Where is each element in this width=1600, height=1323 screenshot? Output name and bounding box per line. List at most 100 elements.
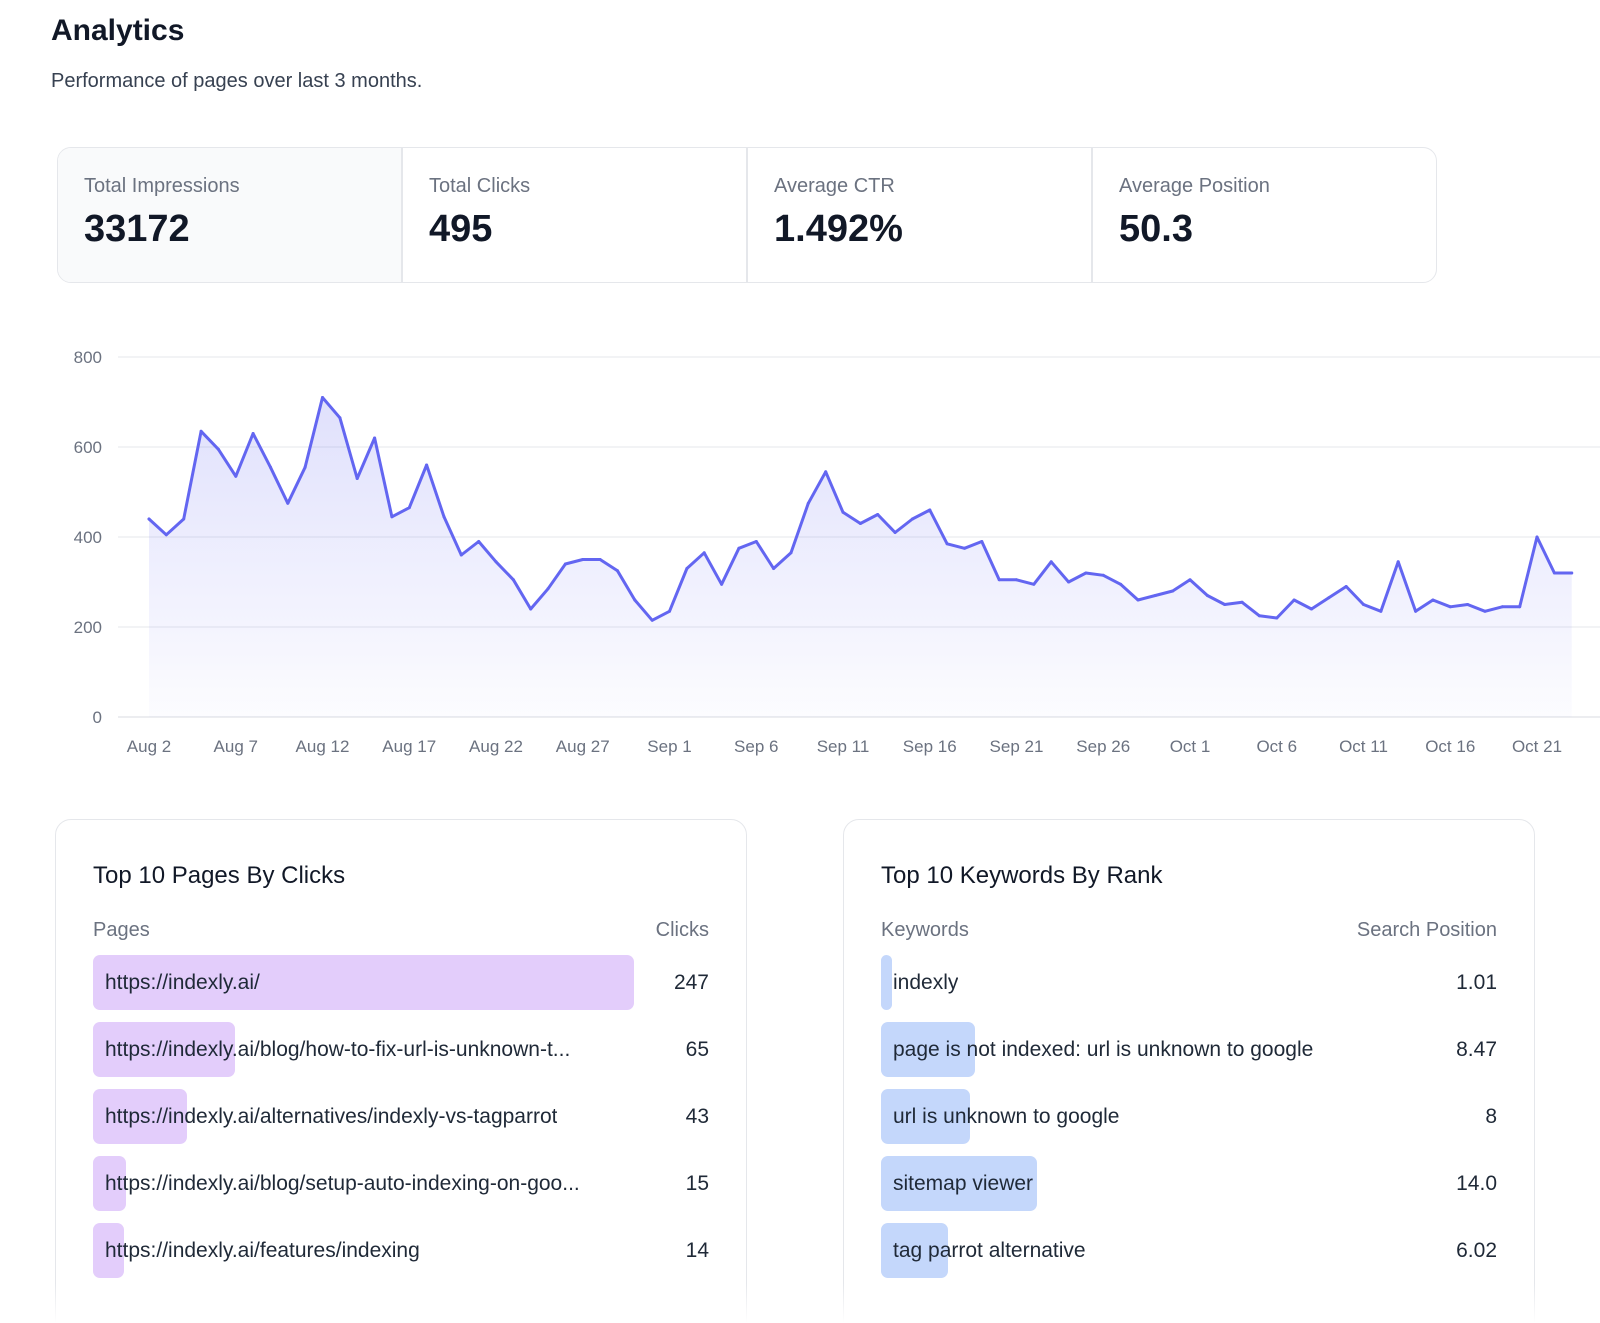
data-point[interactable] (1292, 598, 1296, 602)
data-point[interactable] (563, 562, 567, 566)
data-point[interactable] (1015, 578, 1018, 582)
data-point[interactable] (494, 560, 498, 564)
data-point[interactable] (1396, 560, 1400, 564)
data-point[interactable] (963, 546, 966, 550)
data-point[interactable] (1448, 605, 1452, 609)
data-point[interactable] (425, 463, 429, 467)
list-item[interactable]: sitemap viewer 14.0 (881, 1156, 1497, 1211)
data-point[interactable] (1223, 603, 1227, 606)
data-point[interactable] (1570, 571, 1574, 575)
list-item[interactable]: https://indexly.ai/blog/setup-auto-index… (93, 1156, 709, 1211)
data-point[interactable] (702, 551, 706, 555)
data-point[interactable] (928, 508, 932, 512)
data-point[interactable] (529, 607, 533, 611)
data-point[interactable] (1310, 607, 1313, 611)
data-point[interactable] (1136, 598, 1140, 602)
list-item[interactable]: https://indexly.ai/features/indexing 14 (93, 1223, 709, 1278)
data-point[interactable] (1535, 535, 1539, 539)
data-point[interactable] (633, 598, 637, 602)
list-item[interactable]: https://indexly.ai/247 (93, 955, 709, 1010)
data-point[interactable] (234, 474, 238, 478)
data-point[interactable] (616, 569, 619, 573)
data-point[interactable] (164, 533, 168, 537)
data-point[interactable] (1153, 594, 1157, 597)
data-point[interactable] (1327, 596, 1331, 600)
data-point[interactable] (1171, 589, 1175, 593)
list-item[interactable]: https://indexly.ai/blog/how-to-fix-url-i… (93, 1022, 709, 1077)
data-point[interactable] (581, 558, 585, 561)
data-point[interactable] (269, 465, 272, 469)
kpi-average-position[interactable]: Average Position 50.3 (1093, 148, 1436, 282)
data-point[interactable] (477, 540, 481, 543)
data-point[interactable] (841, 510, 845, 514)
data-point[interactable] (546, 587, 550, 591)
data-point[interactable] (251, 432, 255, 435)
data-point[interactable] (737, 546, 741, 550)
data-point[interactable] (199, 429, 203, 433)
data-point[interactable] (1257, 614, 1261, 618)
data-point[interactable] (1205, 594, 1209, 597)
data-point[interactable] (216, 447, 220, 451)
data-point[interactable] (893, 531, 897, 534)
list-item[interactable]: https://indexly.ai/alternatives/indexly-… (93, 1089, 709, 1144)
data-point[interactable] (338, 416, 342, 420)
data-point[interactable] (1466, 603, 1470, 606)
data-point[interactable] (824, 470, 828, 474)
data-point[interactable] (147, 517, 151, 521)
data-point[interactable] (650, 618, 654, 622)
list-item[interactable]: page is not indexed: url is unknown to g… (881, 1022, 1497, 1077)
data-point[interactable] (373, 436, 377, 440)
data-point[interactable] (876, 513, 880, 516)
kpi-total-impressions[interactable]: Total Impressions 33172 (58, 148, 403, 282)
data-point[interactable] (685, 567, 689, 570)
data-point[interactable] (1084, 571, 1088, 575)
data-point[interactable] (997, 578, 1001, 582)
list-item[interactable]: tag parrot alternative 6.02 (881, 1223, 1497, 1278)
data-point[interactable] (286, 501, 290, 505)
data-point[interactable] (1240, 600, 1244, 604)
data-point[interactable] (1362, 603, 1365, 606)
data-point[interactable] (910, 517, 914, 521)
data-point[interactable] (858, 522, 862, 525)
data-point[interactable] (720, 582, 724, 586)
kpi-total-clicks[interactable]: Total Clicks 495 (403, 148, 748, 282)
data-point[interactable] (945, 542, 949, 546)
impressions-chart[interactable]: 0 200 400 600 800 Aug 2 Aug 7 Aug 12 Aug 17 Aug … (0, 330, 1600, 770)
data-point[interactable] (511, 578, 515, 582)
list-item[interactable]: url is unknown to google 8 (881, 1089, 1497, 1144)
data-point[interactable] (1188, 578, 1192, 582)
data-point[interactable] (668, 609, 671, 613)
data-point[interactable] (1431, 598, 1435, 602)
data-point[interactable] (182, 517, 186, 521)
data-point[interactable] (1275, 616, 1279, 620)
data-point[interactable] (321, 396, 324, 399)
data-point[interactable] (754, 540, 758, 543)
column-headers: Pages Clicks (93, 916, 709, 944)
data-point[interactable] (1049, 560, 1053, 564)
data-point[interactable] (789, 551, 793, 555)
data-point[interactable] (1518, 605, 1522, 609)
data-point[interactable] (1032, 582, 1036, 586)
data-point[interactable] (1119, 582, 1123, 586)
list-item[interactable]: indexly 1.01 (881, 955, 1497, 1010)
data-point[interactable] (598, 558, 602, 561)
data-point[interactable] (772, 567, 776, 570)
data-point[interactable] (1344, 585, 1348, 588)
data-point[interactable] (1101, 573, 1105, 577)
data-point[interactable] (980, 540, 984, 543)
data-point[interactable] (390, 515, 394, 519)
data-point[interactable] (355, 477, 359, 480)
data-point[interactable] (806, 501, 810, 505)
data-point[interactable] (303, 465, 307, 469)
data-point[interactable] (442, 515, 446, 519)
value-bar (93, 1089, 187, 1144)
data-point[interactable] (1379, 609, 1383, 613)
data-point[interactable] (1414, 609, 1418, 613)
kpi-average-ctr[interactable]: Average CTR 1.492% (748, 148, 1093, 282)
data-point[interactable] (407, 506, 411, 510)
data-point[interactable] (1552, 571, 1556, 575)
data-point[interactable] (1500, 605, 1504, 609)
data-point[interactable] (459, 553, 463, 557)
data-point[interactable] (1483, 609, 1487, 613)
data-point[interactable] (1067, 580, 1071, 584)
